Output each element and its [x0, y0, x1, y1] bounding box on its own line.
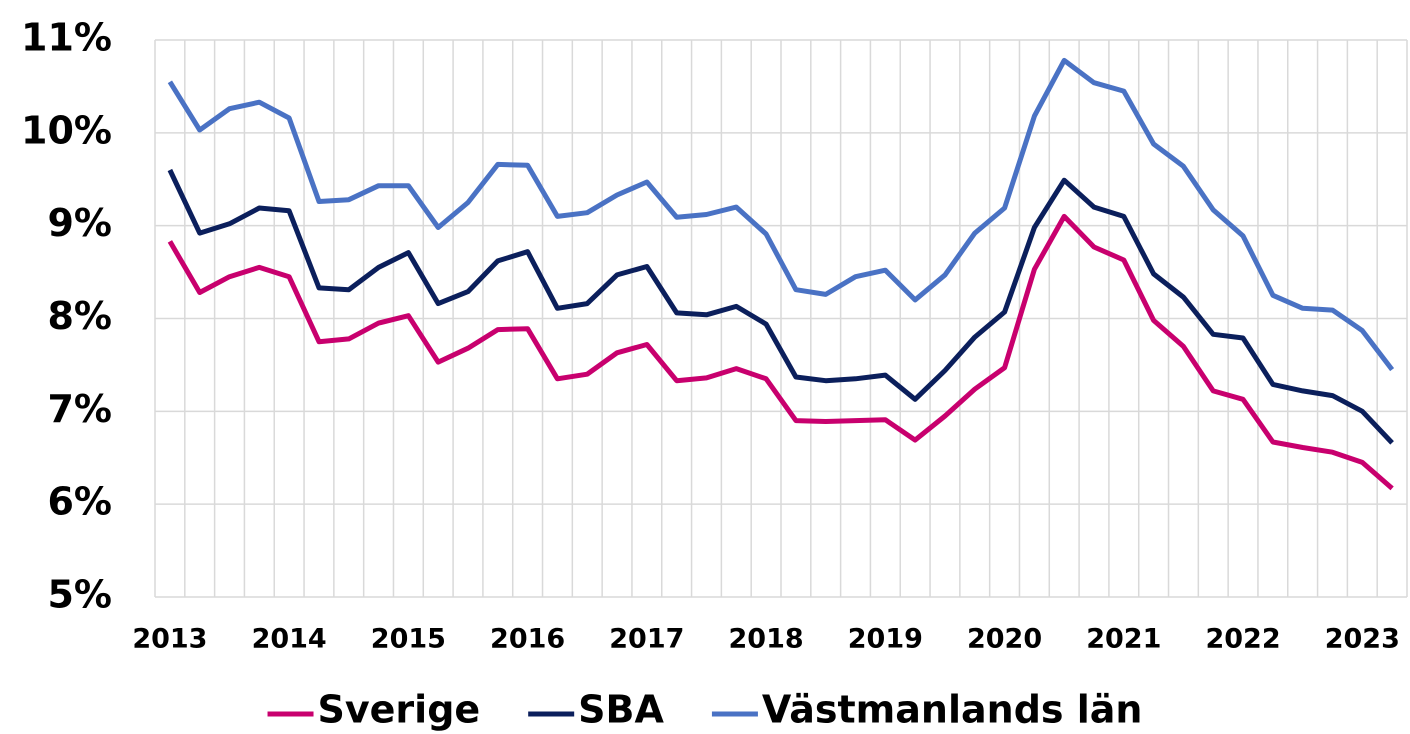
- x-tick-label: 2013: [132, 624, 207, 655]
- legend-label: Sverige: [318, 688, 481, 732]
- series-line: [167, 57, 1395, 372]
- x-tick-label: 2023: [1325, 624, 1400, 655]
- y-tick-label: 7%: [47, 387, 112, 431]
- y-tick-label: 6%: [47, 480, 112, 524]
- legend-item: Västmanlands län: [711, 688, 1143, 732]
- x-tick-label: 2016: [490, 624, 565, 655]
- x-tick-label: 2019: [848, 624, 923, 655]
- x-tick-label: 2018: [729, 624, 804, 655]
- x-tick-label: 2020: [967, 624, 1042, 655]
- y-tick-label: 10%: [21, 108, 112, 152]
- y-tick-label: 9%: [47, 201, 112, 245]
- x-tick-label: 2022: [1205, 624, 1280, 655]
- x-tick-label: 2021: [1086, 624, 1161, 655]
- y-tick-label: 11%: [21, 16, 112, 60]
- legend-label: SBA: [578, 688, 664, 732]
- legend-label: Västmanlands län: [762, 688, 1143, 732]
- legend-item: SBA: [528, 688, 665, 732]
- y-tick-label: 5%: [47, 573, 112, 617]
- x-tick-label: 2014: [252, 624, 327, 655]
- legend: Sverige SBA Västmanlands län: [267, 688, 1143, 732]
- series-line: [167, 168, 1394, 445]
- x-tick-label: 2017: [609, 624, 684, 655]
- x-tick-label: 2015: [371, 624, 446, 655]
- y-tick-label: 8%: [47, 294, 112, 338]
- series-line: [167, 213, 1394, 491]
- legend-item: Sverige: [267, 688, 481, 732]
